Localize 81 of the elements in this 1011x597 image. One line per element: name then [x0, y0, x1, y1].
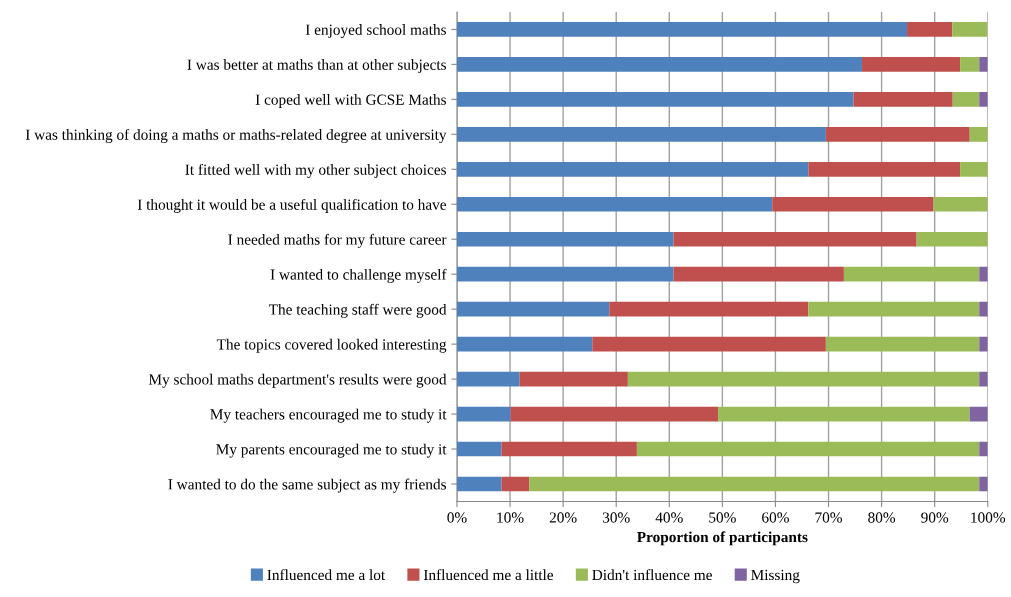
y-tick-label: It fitted well with my other subject choices — [185, 163, 446, 178]
y-tick-label: I coped well with GCSE Maths — [255, 94, 446, 108]
bar — [979, 92, 988, 107]
bar — [501, 441, 637, 457]
bar — [969, 126, 988, 142]
bar — [979, 336, 988, 352]
y-tick-label: My teachers encouraged me to study it — [210, 408, 447, 423]
x-tick-label: 100% — [971, 512, 1006, 523]
bar — [960, 161, 988, 177]
bar — [952, 22, 988, 37]
bar — [979, 476, 988, 492]
legend-label: Influenced me a little — [423, 569, 554, 581]
bar — [718, 406, 970, 422]
bar — [456, 161, 809, 177]
bar — [609, 301, 809, 317]
bar — [979, 301, 988, 317]
bar — [456, 476, 502, 492]
bar — [843, 266, 980, 282]
bar — [456, 301, 610, 317]
y-tick-label: I wanted to challenge myself — [270, 268, 447, 283]
bar — [861, 57, 961, 72]
y-tick-label: The topics covered looked interesting — [216, 338, 447, 353]
bar — [979, 371, 988, 387]
bar — [501, 476, 530, 492]
y-tick-label: I enjoyed school maths — [305, 24, 446, 39]
bar — [808, 301, 980, 317]
x-tick-label: 80% — [868, 512, 896, 523]
legend-label: Didn't influence me — [592, 569, 712, 581]
bar — [456, 371, 520, 387]
bar — [529, 476, 980, 492]
bar — [456, 336, 593, 352]
x-axis-title: Proportion of participants — [637, 531, 808, 546]
bar — [825, 126, 970, 142]
bar — [808, 161, 961, 177]
y-tick-label: I thought it would be a useful qualification to have — [137, 198, 447, 213]
bar — [969, 406, 988, 422]
bar — [907, 22, 953, 37]
y-tick-label: I was thinking of doing a maths or maths-related degree at university — [25, 128, 447, 143]
x-tick-label: 40% — [655, 512, 683, 523]
bar — [456, 57, 862, 72]
bar — [979, 57, 988, 72]
bar — [772, 196, 934, 212]
x-tick-label: 60% — [762, 512, 789, 523]
x-tick-label: 70% — [815, 512, 842, 523]
bar — [627, 371, 980, 387]
y-tick-label: My parents encouraged me to study it — [216, 443, 447, 458]
bar — [933, 196, 988, 212]
bar — [456, 22, 908, 37]
bar — [979, 266, 988, 282]
bar — [673, 266, 844, 282]
x-tick-label: 20% — [549, 512, 577, 523]
y-tick-label: My school maths department's results were good — [148, 373, 447, 388]
bar — [673, 231, 917, 247]
bar — [456, 92, 854, 107]
bar — [456, 196, 773, 212]
bar — [592, 336, 826, 352]
legend-label: Influenced me a lot — [267, 569, 386, 581]
x-tick-label: 50% — [709, 512, 736, 523]
bar — [916, 231, 988, 247]
legend-label: Missing — [751, 569, 800, 584]
y-tick-label: I was better at maths than at other subjects — [187, 59, 446, 73]
x-tick-label: 10% — [497, 512, 524, 523]
bar — [456, 126, 826, 142]
bar — [456, 266, 674, 282]
bar — [952, 92, 980, 107]
bar — [825, 336, 980, 352]
x-tick-label: 90% — [921, 512, 949, 523]
bar — [456, 406, 511, 422]
x-tick-label: 30% — [602, 512, 630, 523]
y-tick-label: I wanted to do the same subject as my friends — [168, 478, 446, 493]
y-tick-label: The teaching staff were good — [268, 303, 447, 318]
x-tick-label: 0% — [447, 512, 467, 523]
bar — [456, 441, 502, 457]
bar — [636, 441, 980, 457]
bar — [510, 406, 719, 422]
bar — [979, 441, 988, 457]
bar — [853, 92, 953, 107]
bar — [960, 57, 980, 72]
y-tick-label: I needed maths for my future career — [228, 233, 447, 248]
bar — [456, 231, 674, 247]
bar — [519, 371, 628, 387]
